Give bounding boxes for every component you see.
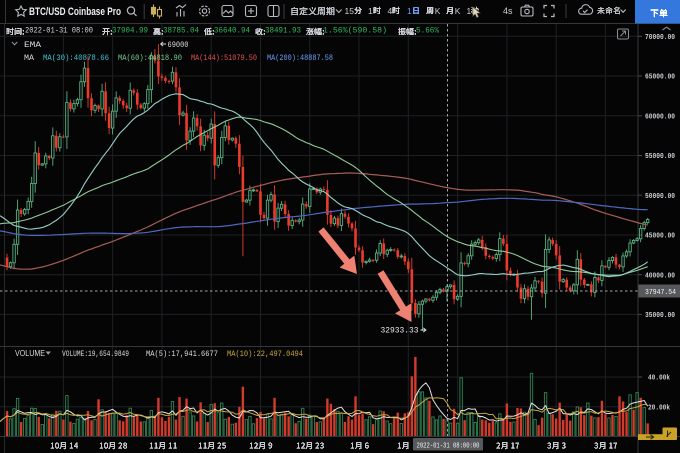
svg-text:K: K [435, 6, 441, 16]
svg-text:MA: MA [24, 54, 34, 63]
svg-text:45000.00: 45000.00 [645, 233, 675, 241]
svg-text:BTC/USD Coinbase Pro: BTC/USD Coinbase Pro [29, 6, 121, 18]
svg-text:50000.00: 50000.00 [645, 193, 675, 201]
svg-text:MA(5):17,941.6677: MA(5):17,941.6677 [146, 350, 218, 359]
svg-text:37947.54: 37947.54 [645, 289, 676, 297]
svg-text:15: 15 [345, 6, 355, 16]
svg-text:MA(144):51079.50: MA(144):51079.50 [191, 54, 257, 63]
svg-text:38785.04: 38785.04 [163, 27, 199, 36]
svg-text:38491.93: 38491.93 [265, 27, 301, 36]
svg-text:37904.99: 37904.99 [112, 27, 148, 36]
svg-text:2022-01-31 08:00:00: 2022-01-31 08:00:00 [417, 443, 480, 451]
svg-text:1: 1 [407, 6, 412, 16]
svg-text:40.00k: 40.00k [648, 375, 670, 383]
svg-text:69000: 69000 [168, 41, 189, 50]
svg-text:40000.00: 40000.00 [645, 272, 675, 280]
svg-text:VOLUME:19,654.9849: VOLUME:19,654.9849 [62, 350, 129, 359]
svg-text:20.00k: 20.00k [648, 404, 670, 412]
svg-text:35000.00: 35000.00 [645, 312, 675, 320]
svg-text:32933.33: 32933.33 [381, 327, 419, 336]
svg-text:5.66%: 5.66% [416, 27, 439, 36]
svg-text:36640.94: 36640.94 [214, 27, 250, 36]
svg-text:MA(30):40878.66: MA(30):40878.66 [43, 54, 109, 63]
svg-text:MA(60):44818.90: MA(60):44818.90 [118, 54, 182, 63]
svg-text:65000.00: 65000.00 [645, 74, 675, 82]
svg-text:70000.00: 70000.00 [645, 34, 675, 42]
svg-text:VOLUME: VOLUME [15, 349, 45, 358]
svg-text:K: K [455, 6, 461, 16]
svg-text:MA(200):48887.58: MA(200):48887.58 [267, 54, 333, 63]
svg-text:55000.00: 55000.00 [645, 153, 675, 161]
svg-text:EMA: EMA [24, 41, 41, 50]
svg-text:2022-01-31 08:00: 2022-01-31 08:00 [25, 27, 93, 36]
svg-text:60000.00: 60000.00 [645, 114, 675, 122]
svg-text:4: 4 [388, 6, 393, 16]
svg-text:1: 1 [368, 6, 373, 16]
svg-text:1: 1 [467, 6, 472, 16]
svg-text:MA(10):22,497.0494: MA(10):22,497.0494 [227, 350, 303, 359]
svg-text:1.56%(590.58): 1.56%(590.58) [323, 27, 387, 36]
svg-text:4s: 4s [503, 6, 513, 16]
